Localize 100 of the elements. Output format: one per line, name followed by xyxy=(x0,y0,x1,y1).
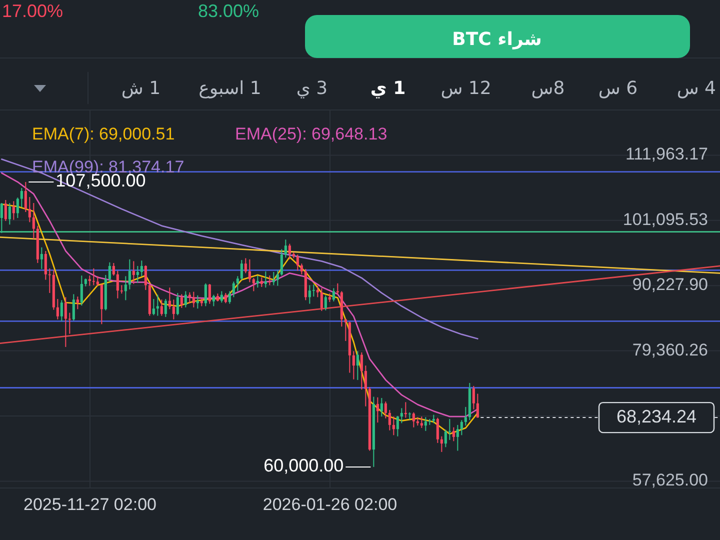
ref-line-label: 68,234.24 xyxy=(616,406,697,426)
text: 83.00% xyxy=(198,0,260,21)
candlestick xyxy=(0,202,3,234)
text: EMA(25): 69,648.13 xyxy=(235,124,388,144)
candlestick xyxy=(116,270,119,299)
candlestick xyxy=(424,416,427,432)
candlestick xyxy=(12,200,15,220)
candlestick xyxy=(160,299,163,316)
candlestick xyxy=(456,424,459,452)
text: 17.00% xyxy=(2,0,64,21)
text: 12 س xyxy=(440,78,492,99)
candlestick xyxy=(288,243,291,260)
candlestick xyxy=(152,298,155,316)
candlestick xyxy=(464,406,467,426)
candlestick xyxy=(172,299,175,320)
candlestick xyxy=(224,292,227,304)
candlestick xyxy=(72,294,75,322)
candlestick xyxy=(8,202,11,226)
candlestick xyxy=(132,260,135,284)
candlestick xyxy=(276,270,279,286)
candlestick xyxy=(176,292,179,316)
candlestick xyxy=(452,426,455,442)
candlestick xyxy=(352,350,355,380)
candlestick xyxy=(476,393,479,418)
text: شراء BTC xyxy=(452,28,542,50)
candlestick xyxy=(168,287,171,310)
candlestick xyxy=(412,412,415,428)
candlestick xyxy=(4,199,7,222)
line-series xyxy=(0,158,478,340)
candlestick xyxy=(124,276,127,301)
candlestick xyxy=(92,268,95,286)
candlestick xyxy=(112,262,115,276)
candlestick xyxy=(440,436,443,452)
text: 4 س xyxy=(676,78,716,99)
candlestick xyxy=(60,300,63,322)
candlestick xyxy=(136,265,139,284)
candlestick xyxy=(156,294,159,316)
candlestick xyxy=(140,260,143,277)
candlestick xyxy=(396,415,399,437)
candlestick xyxy=(24,181,27,212)
candlestick xyxy=(44,250,47,280)
text: 1 اسبوع xyxy=(198,78,262,99)
candlestick xyxy=(268,275,271,286)
candlestick xyxy=(64,296,67,348)
candlestick xyxy=(80,275,83,306)
candlestick xyxy=(208,283,211,304)
candlestick xyxy=(228,290,231,304)
text: 6 س xyxy=(598,78,638,99)
candlestick xyxy=(204,282,207,307)
y-tick-label: 111,963.17 xyxy=(625,144,708,164)
candlestick xyxy=(40,246,43,270)
candlestick xyxy=(344,318,347,342)
annotation: 60,000.00 xyxy=(264,456,344,476)
candlestick xyxy=(296,254,299,272)
x-tick-label: 2026-01-26 02:00 xyxy=(262,495,398,514)
candlestick xyxy=(76,296,79,310)
candlestick xyxy=(324,294,327,311)
candlestick xyxy=(240,259,243,280)
candlestick xyxy=(20,187,23,208)
x-tick-label: 2025-11-27 02:00 xyxy=(24,495,156,514)
candlestick xyxy=(460,420,463,436)
y-tick-label: 101,095.53 xyxy=(622,210,708,229)
candlestick xyxy=(380,397,383,418)
candlestick xyxy=(392,416,395,436)
candlestick xyxy=(252,277,255,292)
candlestick xyxy=(260,276,263,288)
candlestick xyxy=(56,298,59,320)
candlestick xyxy=(164,298,167,318)
candlestick xyxy=(336,282,339,296)
candlestick xyxy=(264,270,267,288)
candlestick xyxy=(32,202,35,240)
candlestick xyxy=(384,401,387,419)
text: EMA(7): 69,000.51 xyxy=(32,124,175,144)
text: 1 ي xyxy=(370,78,406,99)
candlestick xyxy=(248,258,251,283)
candlestick xyxy=(400,408,403,424)
text: 8س xyxy=(531,78,565,99)
candlestick xyxy=(96,276,99,286)
candlestick xyxy=(376,396,379,424)
candlestick xyxy=(364,365,367,407)
candlestick xyxy=(244,258,247,274)
candlestick xyxy=(212,294,215,307)
text: 1 ش xyxy=(121,78,161,99)
candlestick xyxy=(280,248,283,276)
y-tick-label: 57,625.00 xyxy=(632,470,708,490)
candlestick xyxy=(192,291,195,308)
candlestick xyxy=(312,284,315,298)
candlestick xyxy=(300,263,303,275)
candlestick xyxy=(388,409,391,431)
candlestick xyxy=(16,197,19,218)
candlestick xyxy=(436,417,439,444)
candlestick xyxy=(220,290,223,304)
candlestick xyxy=(256,275,259,288)
candlestick xyxy=(360,352,363,390)
candlestick xyxy=(356,350,359,380)
candlestick xyxy=(128,258,131,290)
candlestick xyxy=(108,262,111,282)
candlestick xyxy=(284,239,287,258)
candlestick xyxy=(236,276,239,292)
candlestick xyxy=(444,429,447,448)
